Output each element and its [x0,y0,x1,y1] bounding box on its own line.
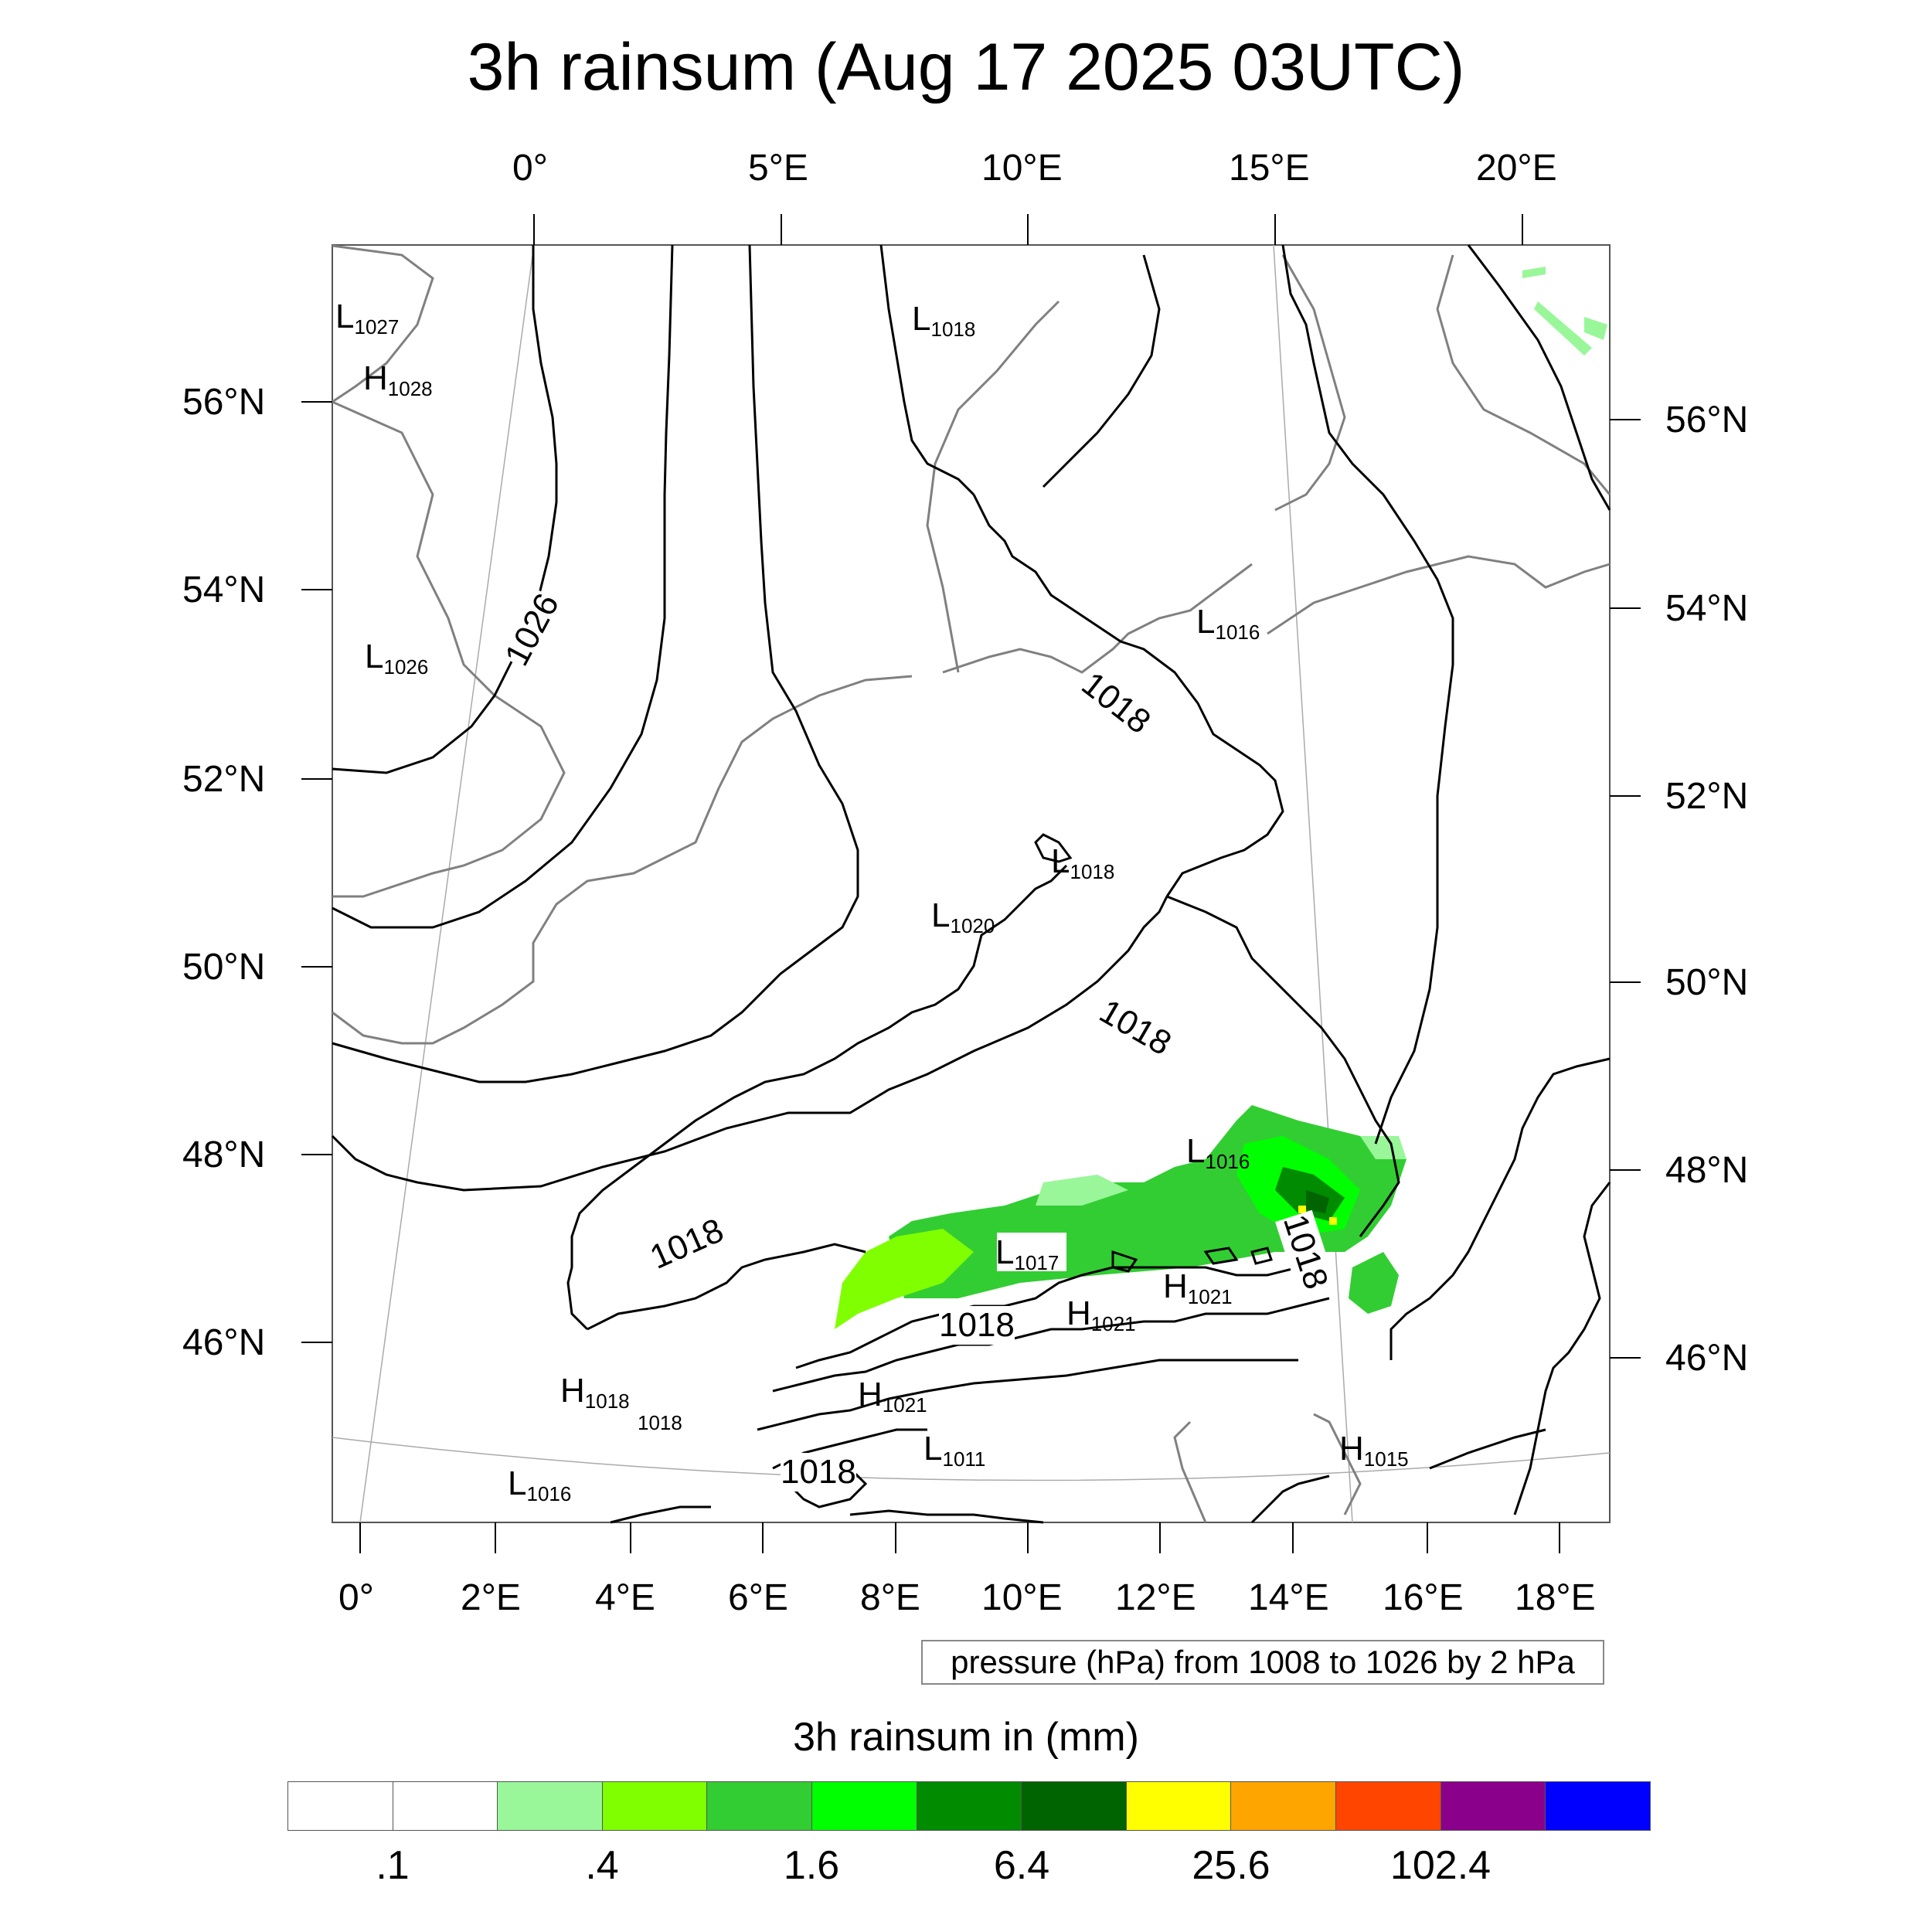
bottom-axis-label: 6°E [728,1577,788,1618]
colorbar-label: .1 [376,1843,410,1888]
right-axis-label: 50°N [1665,962,1749,1003]
pressure-center-label: L1027 [335,298,400,338]
pressure-center-label: L1020 [931,896,995,937]
pressure-center-label: L1011 [923,1430,986,1471]
colorbar-title: 3h rainsum in (mm) [793,1715,1139,1760]
top-axis-label: 0° [512,148,548,189]
left-axis-label: 56°N [182,382,266,423]
colorbar-swatch [1336,1782,1441,1830]
left-axis-label: 50°N [182,947,266,988]
right-axis-label: 56°N [1665,400,1749,440]
top-axis-label: 20°E [1476,148,1557,189]
axis-ticks [301,214,1641,1553]
left-axis-label: 52°N [182,759,266,800]
colorbar-swatch [1440,1782,1546,1830]
pressure-center-label: L1016 [1196,603,1260,644]
map-title: 3h rainsum (Aug 17 2025 03UTC) [467,30,1465,104]
right-axis-label: 48°N [1665,1150,1749,1191]
pressure-center-label: H1021 [1163,1267,1233,1308]
bottom-axis-label: 10°E [981,1577,1063,1618]
left-axis-label: 46°N [182,1322,266,1363]
small-value-label: 1018 [638,1411,682,1434]
pressure-center-label: H1021 [858,1376,927,1417]
pressure-center-label: L1018 [1051,842,1115,883]
left-axis-label: 54°N [182,570,266,611]
pressure-center-label: L1018 [912,300,976,341]
bottom-axis-label: 2°E [461,1577,521,1618]
colorbar [287,1781,1651,1831]
colorbar-swatch [707,1782,813,1830]
right-axis-label: 52°N [1665,776,1749,817]
top-axis-label: 5°E [748,148,808,189]
contour-label: 1018 [939,1306,1015,1345]
bottom-axis-label: 14°E [1248,1577,1329,1618]
colorbar-swatch [288,1782,393,1830]
pressure-center-label: H1021 [1066,1294,1136,1335]
top-axis-label: 15°E [1229,148,1310,189]
pressure-note: pressure (hPa) from 1008 to 1026 by 2 hP… [921,1640,1604,1685]
pressure-center-label: L1026 [365,638,429,679]
contour-label: 1018 [781,1453,856,1492]
colorbar-label: 1.6 [783,1843,840,1888]
right-axis-label: 46°N [1665,1338,1749,1379]
pressure-center-label: H1028 [363,359,433,400]
bottom-axis-label: 12°E [1115,1577,1196,1618]
pressure-center-label: L1016 [508,1464,572,1505]
colorbar-swatch [1022,1782,1127,1830]
colorbar-swatch [1231,1782,1337,1830]
right-axis-label: 54°N [1665,588,1749,629]
colorbar-swatch [498,1782,603,1830]
top-axis-label: 10°E [981,148,1063,189]
colorbar-swatch [1126,1782,1232,1830]
isobars [331,244,1611,1524]
bottom-axis-label: 16°E [1383,1577,1464,1618]
colorbar-label: 6.4 [993,1843,1050,1888]
bottom-axis-label: 18°E [1515,1577,1596,1618]
colorbar-swatch [1546,1782,1650,1830]
pressure-center-label: H1018 [560,1372,630,1413]
bottom-axis-label: 4°E [595,1577,655,1618]
graticule [332,244,1611,1523]
pressure-center-label: H1015 [1339,1430,1409,1471]
pressure-center-label: L1016 [1186,1132,1250,1173]
coastlines [332,244,1611,1523]
colorbar-swatch [812,1782,917,1830]
pressure-center-label: L1017 [995,1233,1060,1274]
map-frame [332,244,1611,1523]
colorbar-label: 25.6 [1192,1843,1270,1888]
left-axis-label: 48°N [182,1134,266,1175]
bottom-axis-label: 0° [338,1577,374,1618]
bottom-axis-label: 8°E [860,1577,920,1618]
colorbar-swatch [602,1782,708,1830]
colorbar-label: .4 [585,1843,619,1888]
colorbar-swatch [917,1782,1022,1830]
colorbar-swatch [393,1782,498,1830]
colorbar-label: 102.4 [1389,1843,1492,1888]
